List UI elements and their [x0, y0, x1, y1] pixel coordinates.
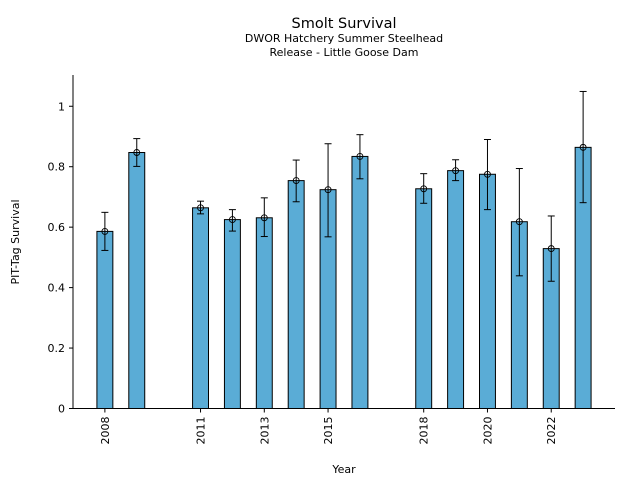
x-tick-label: 2022 [545, 417, 558, 445]
x-tick-label: 2011 [195, 417, 208, 445]
point-marker-2021 [515, 218, 523, 226]
y-tick-label: 0.8 [48, 161, 66, 174]
point-marker-2022 [547, 245, 555, 253]
point-marker-2014 [292, 177, 300, 185]
bar-2011 [192, 207, 209, 409]
point-marker-2020 [484, 170, 491, 178]
y-tick-label: 0.2 [48, 342, 66, 355]
bar-2016 [351, 155, 369, 409]
point-marker-2015 [324, 186, 332, 194]
point-marker-2011 [197, 204, 204, 212]
y-tick-label: 0 [58, 403, 65, 416]
point-marker-2008 [101, 227, 109, 235]
y-tick-label: 1 [58, 100, 65, 113]
x-tick-label: 2015 [322, 417, 335, 445]
bars-group [96, 146, 592, 410]
chart-title: Smolt Survival [292, 16, 397, 32]
x-tick-label: 2020 [481, 417, 494, 445]
point-marker-2013 [260, 214, 268, 222]
point-marker-2023 [579, 143, 587, 151]
bar-2013 [255, 217, 273, 409]
y-ticks-group: 0 0.2 0.4 0.6 0.8 1 [48, 100, 73, 416]
bar-2012 [223, 219, 241, 409]
x-axis-label: Year [331, 463, 356, 476]
chart-subtitle-line-1: DWOR Hatchery Summer Steelhead [245, 32, 443, 45]
x-tick-label: 2018 [418, 417, 431, 445]
bar-2009 [128, 152, 146, 409]
x-ticks-group: 2008 2011 2013 2015 2018 2020 2022 [99, 408, 558, 445]
point-marker-2019 [452, 167, 460, 175]
point-marker-2009 [133, 149, 141, 156]
bar-2018 [415, 188, 433, 409]
bar-2019 [447, 170, 465, 409]
y-axis-label: PIT-Tag Survival [9, 199, 22, 284]
bar-2014 [287, 180, 305, 409]
bar-2008 [96, 230, 114, 409]
point-marker-2012 [228, 216, 236, 224]
y-tick-label: 0.6 [48, 221, 66, 234]
x-tick-label: 2008 [99, 417, 112, 445]
point-marker-2018 [420, 185, 428, 193]
x-tick-label: 2013 [258, 417, 271, 445]
y-tick-label: 0.4 [48, 282, 66, 295]
point-marker-2016 [356, 152, 364, 160]
chart-subtitle-line-2: Release - Little Goose Dam [270, 46, 419, 59]
errorbars-group [101, 90, 587, 282]
